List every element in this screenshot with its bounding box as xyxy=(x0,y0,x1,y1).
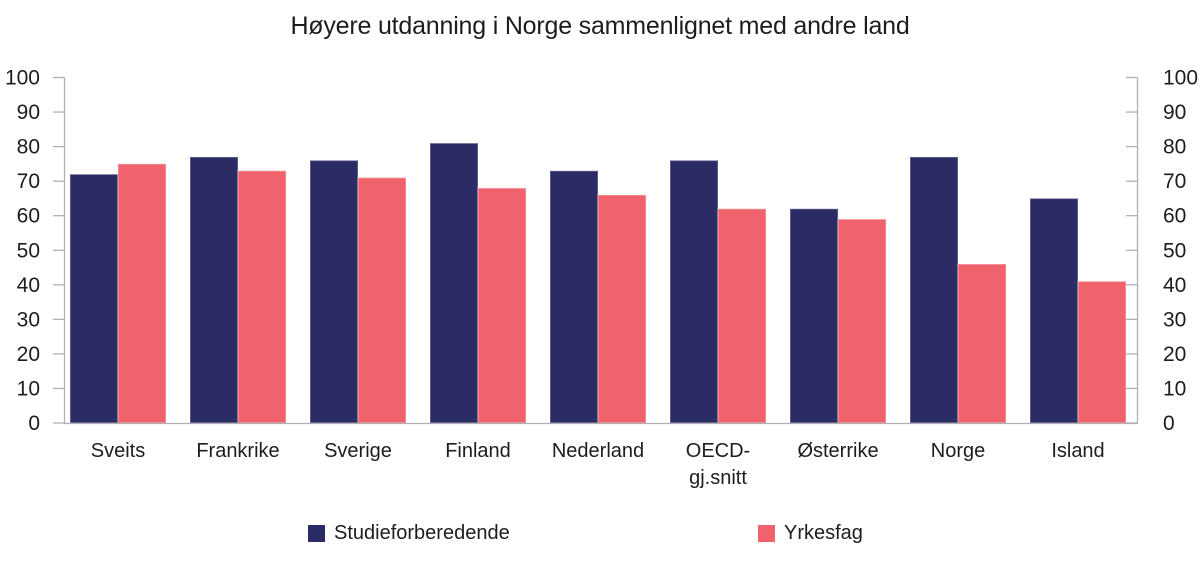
y-tick-label-right-70: 70 xyxy=(1163,170,1186,193)
legend-item-studieforberedende: Studieforberedende xyxy=(308,522,510,545)
legend-label-studieforberedende: Studieforberedende xyxy=(334,522,510,544)
y-tick-label-left-90: 90 xyxy=(17,101,40,124)
bar-studieforberedende-nederland xyxy=(549,170,599,424)
bar-yrkesfag-island xyxy=(1077,280,1127,424)
chart-title: Høyere utdanning i Norge sammenlignet me… xyxy=(290,12,910,40)
y-tick-label-right-90: 90 xyxy=(1163,101,1186,124)
bar-yrkesfag-frankrike xyxy=(237,170,287,424)
bar-studieforberedende-oecd-gj-snitt xyxy=(669,159,719,424)
x-category-label-sverige: Sverige xyxy=(324,440,392,462)
bar-studieforberedende-sverige xyxy=(309,159,359,424)
bar-studieforberedende-island xyxy=(1029,197,1079,424)
legend-swatch-studieforberedende xyxy=(308,525,325,542)
y-tick-label-right-60: 60 xyxy=(1163,205,1186,228)
x-category-label-frankrike: Frankrike xyxy=(196,440,279,462)
bar-studieforberedende-norge xyxy=(909,156,959,424)
legend-item-yrkesfag: Yrkesfag xyxy=(758,522,863,545)
bar-yrkesfag-sverige xyxy=(357,176,407,424)
y-tick-label-left-80: 80 xyxy=(17,136,40,159)
legend-label-yrkesfag: Yrkesfag xyxy=(784,522,863,544)
y-tick-label-right-100: 100 xyxy=(1163,67,1198,90)
bar-studieforberedende-finland xyxy=(429,142,479,424)
y-tick-label-right-10: 10 xyxy=(1163,377,1186,400)
bar-yrkesfag-finland xyxy=(477,187,527,424)
bar-yrkesfag-oecd-gj-snitt xyxy=(717,208,767,424)
y-tick-label-right-50: 50 xyxy=(1163,239,1186,262)
y-tick-label-right-30: 30 xyxy=(1163,308,1186,331)
y-tick-label-left-50: 50 xyxy=(17,239,40,262)
x-category-label-finland: Finland xyxy=(445,440,511,462)
y-tick-label-left-30: 30 xyxy=(17,308,40,331)
y-tick-label-left-40: 40 xyxy=(17,274,40,297)
y-tick-label-left-20: 20 xyxy=(17,343,40,366)
legend-swatch-yrkesfag xyxy=(758,525,775,542)
x-category-label-nederland: Nederland xyxy=(552,440,644,462)
bar-yrkesfag-norge xyxy=(957,263,1007,424)
bar-studieforberedende-osterrike xyxy=(789,208,839,424)
y-tick-label-right-0: 0 xyxy=(1163,412,1175,435)
bar-studieforberedende-frankrike xyxy=(189,156,239,424)
y-tick-label-left-0: 0 xyxy=(28,412,40,435)
y-tick-label-right-80: 80 xyxy=(1163,136,1186,159)
x-category-label-island: Island xyxy=(1051,440,1104,462)
y-tick-label-left-60: 60 xyxy=(17,205,40,228)
y-tick-label-left-10: 10 xyxy=(17,377,40,400)
y-tick-label-left-70: 70 xyxy=(17,170,40,193)
x-category-label-norge: Norge xyxy=(931,440,985,462)
bar-yrkesfag-osterrike xyxy=(837,218,887,424)
y-tick-label-right-40: 40 xyxy=(1163,274,1186,297)
bar-yrkesfag-sveits xyxy=(117,163,167,424)
bar-yrkesfag-nederland xyxy=(597,194,647,424)
x-category-label-sveits: Sveits xyxy=(91,440,145,462)
bar-studieforberedende-sveits xyxy=(69,173,119,424)
y-tick-label-left-100: 100 xyxy=(5,67,40,90)
y-tick-label-right-20: 20 xyxy=(1163,343,1186,366)
x-category-label-osterrike: Østerrike xyxy=(797,440,878,462)
x-category-label-oecd-gj-snitt: OECD-gj.snitt xyxy=(686,440,750,489)
